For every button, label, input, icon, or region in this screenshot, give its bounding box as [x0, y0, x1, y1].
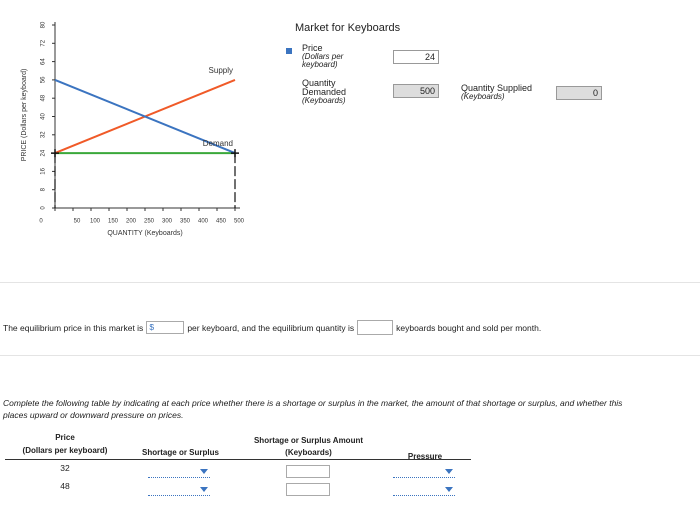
shortage-dropdown[interactable]: [148, 465, 210, 478]
x-tick-label: 350: [180, 219, 191, 225]
x-tick-label: 300: [162, 219, 173, 225]
y-axis-label: PRICE (Dollars per keyboard): [21, 69, 28, 162]
x-tick-label: 500: [234, 219, 245, 225]
question-text: per keyboard, and the equilibrium quanti…: [187, 322, 355, 333]
price-input[interactable]: 24: [393, 50, 439, 64]
quantity-answer[interactable]: [357, 320, 394, 335]
amount-input[interactable]: [286, 465, 330, 478]
pressure-dropdown[interactable]: [393, 465, 455, 478]
divider: [0, 355, 700, 356]
qs-unit: (Keyboards): [461, 92, 505, 101]
series-label: Demand: [203, 139, 233, 148]
currency: $: [149, 322, 155, 332]
price-field: Price (Dollars per keyboard): [284, 44, 414, 69]
question-text: keyboards bought and sold per month.: [396, 322, 542, 333]
marker: [286, 48, 292, 54]
header: Price (Dollars per keyboard): [5, 433, 125, 455]
header: Shortage or Surplus Amount (Keyboards): [236, 436, 381, 457]
y-tick-label: 48: [41, 94, 47, 101]
header-text: Shortage or Surplus Amount: [253, 436, 364, 445]
x-axis-label: QUANTITY (Keyboards): [107, 230, 182, 237]
qd-unit: (Keyboards): [302, 96, 346, 105]
price-unit: (Dollars per keyboard): [302, 52, 344, 69]
y-tick-label: 56: [41, 76, 47, 83]
price-label: Price: [302, 43, 323, 53]
x-tick-label: 0: [39, 219, 43, 225]
price-answer[interactable]: $: [146, 321, 185, 334]
x-tick-label: 50: [74, 219, 81, 225]
y-tick-label: 8: [41, 187, 47, 191]
handle: [231, 149, 239, 158]
header: Pressure: [407, 452, 443, 461]
qd-field: Quantity Demanded (Keyboards): [302, 79, 362, 105]
y-tick-label: 64: [41, 58, 47, 65]
qs-output: 0: [556, 86, 602, 100]
x-tick-label: 100: [90, 219, 101, 225]
y-tick-label: 16: [41, 167, 47, 174]
y-tick-label: 72: [41, 39, 47, 46]
amount-input[interactable]: [286, 483, 330, 496]
pressure-dropdown[interactable]: [393, 483, 455, 496]
x-tick-label: 200: [126, 219, 137, 225]
price-cell: 32: [60, 463, 70, 473]
question-text: The equilibrium price in this market is: [3, 322, 144, 333]
divider: [0, 282, 700, 283]
y-tick-label: 32: [41, 131, 47, 138]
y-tick-label: 0: [41, 206, 47, 210]
table-rule: [5, 459, 471, 460]
x-tick-label: 250: [144, 219, 155, 225]
x-tick-label: 150: [108, 219, 119, 225]
series-line: [54, 78, 236, 155]
price-cell: 48: [60, 481, 70, 491]
instructions: Complete the following table by indicati…: [3, 398, 623, 420]
header-text: (Keyboards): [285, 448, 332, 457]
handle: [51, 149, 59, 158]
question: The equilibrium price in this market is …: [3, 320, 541, 335]
header: Shortage or Surplus: [142, 448, 219, 457]
qs-field: Quantity Supplied (Keyboards): [461, 84, 551, 101]
qd-label: Quantity Demanded: [302, 78, 347, 97]
shortage-dropdown[interactable]: [148, 483, 210, 496]
qd-output: 500: [393, 84, 439, 98]
qs-label: Quantity Supplied: [461, 83, 533, 93]
panel-title: Market for Keyboards: [295, 22, 401, 34]
series-label: Supply: [209, 66, 233, 75]
x-tick-label: 450: [216, 219, 227, 225]
chart: PRICE (Dollars per keyboard) QUANTITY (K…: [21, 21, 245, 237]
y-tick-label: 40: [41, 113, 47, 120]
y-tick-label: 24: [41, 149, 47, 156]
header-text: (Dollars per keyboard): [22, 446, 108, 455]
y-tick-label: 80: [41, 21, 47, 28]
x-tick-label: 400: [198, 219, 209, 225]
header-text: Price: [55, 433, 75, 442]
